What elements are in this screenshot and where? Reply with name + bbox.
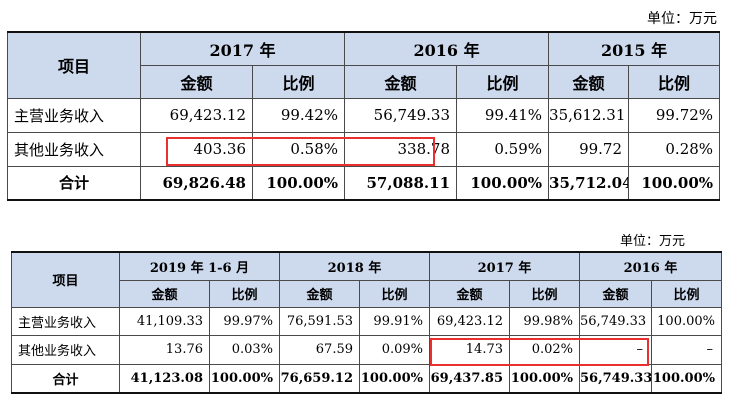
amount-cell: 56,749.33 <box>579 306 652 336</box>
unit-label-2: 单位：万元 <box>619 234 685 249</box>
amount-header: 金额 <box>279 279 360 308</box>
amount-cell: 13.76 <box>119 334 210 365</box>
year-header-2017: 2017 年 <box>429 251 580 281</box>
amount-cell: 338.78 <box>344 131 458 167</box>
ratio-cell: 0.09% <box>359 334 430 365</box>
row-label: 其他业务收入 <box>11 334 120 365</box>
ratio-header: 比例 <box>651 279 722 308</box>
ratio-cell: 99.41% <box>456 97 550 133</box>
amount-cell: 76,659.12 <box>279 363 360 394</box>
amount-cell: 403.36 <box>140 131 253 167</box>
amount-header: 金额 <box>579 279 652 308</box>
row-label: 合计 <box>7 165 141 201</box>
amount-header: 金额 <box>140 64 253 99</box>
item-header: 项目 <box>11 251 120 308</box>
revenue-table-2016-2019: 项目 2019 年 1-6 月 2018 年 2017 年 2016 年 金额 … <box>11 251 722 394</box>
ratio-cell: 99.97% <box>209 306 280 336</box>
table-row: 主营业务收入 69,423.12 99.42% 56,749.33 99.41%… <box>7 97 721 133</box>
amount-cell: 41,109.33 <box>119 306 210 336</box>
year-header-2018: 2018 年 <box>279 251 430 281</box>
amount-cell: 69,423.12 <box>140 97 253 133</box>
ratio-cell: 0.59% <box>456 131 550 167</box>
amount-cell: – <box>579 334 652 365</box>
row-label: 合计 <box>11 363 120 394</box>
ratio-cell: 0.28% <box>628 131 721 167</box>
amount-cell: 35,612.31 <box>548 97 630 133</box>
ratio-cell: 100.00% <box>651 306 722 336</box>
amount-cell: 41,123.08 <box>119 363 210 394</box>
ratio-cell: 100.00% <box>251 165 346 201</box>
ratio-cell: 99.42% <box>251 97 346 133</box>
year-header-2019h1: 2019 年 1-6 月 <box>119 251 280 281</box>
ratio-cell: 100.00% <box>359 363 430 394</box>
amount-cell: 35,712.04 <box>548 165 630 201</box>
ratio-cell: 100.00% <box>509 363 580 394</box>
table-row: 其他业务收入 403.36 0.58% 338.78 0.59% 99.72 0… <box>7 131 721 167</box>
ratio-header: 比例 <box>509 279 580 308</box>
ratio-cell: 99.98% <box>509 306 580 336</box>
ratio-cell: – <box>651 334 722 365</box>
ratio-header: 比例 <box>209 279 280 308</box>
amount-cell: 56,749.33 <box>579 363 652 394</box>
unit-label-1: 单位：万元 <box>647 11 717 27</box>
item-header: 项目 <box>7 31 141 99</box>
ratio-cell: 99.72% <box>628 97 721 133</box>
ratio-header: 比例 <box>456 64 550 99</box>
year-header-2016: 2016 年 <box>579 251 722 281</box>
total-row: 合计 41,123.08 100.00% 76,659.12 100.00% 6… <box>11 363 722 394</box>
amount-cell: 76,591.53 <box>279 306 360 336</box>
ratio-cell: 100.00% <box>651 363 722 394</box>
amount-cell: 67.59 <box>279 334 360 365</box>
amount-header: 金额 <box>429 279 510 308</box>
ratio-cell: 0.02% <box>509 334 580 365</box>
year-header-2017: 2017 年 <box>139 31 346 66</box>
year-header-2015: 2015 年 <box>548 31 721 66</box>
total-row: 合计 69,826.48 100.00% 57,088.11 100.00% 3… <box>7 165 721 201</box>
amount-cell: 69,437.85 <box>429 363 510 394</box>
amount-cell: 69,423.12 <box>429 306 510 336</box>
ratio-cell: 0.58% <box>251 131 346 167</box>
ratio-cell: 100.00% <box>456 165 550 201</box>
ratio-cell: 0.03% <box>209 334 280 365</box>
row-label: 主营业务收入 <box>11 306 120 336</box>
amount-cell: 57,088.11 <box>344 165 458 201</box>
ratio-header: 比例 <box>359 279 430 308</box>
amount-cell: 56,749.33 <box>344 97 458 133</box>
ratio-header: 比例 <box>251 64 346 99</box>
year-header-2016: 2016 年 <box>344 31 550 66</box>
amount-header: 金额 <box>344 64 458 99</box>
revenue-table-2015-2017: 项目 2017 年 2016 年 2015 年 金额 比例 金额 比例 金额 比… <box>7 31 721 201</box>
ratio-cell: 99.91% <box>359 306 430 336</box>
amount-header: 金额 <box>119 279 210 308</box>
table-row: 其他业务收入 13.76 0.03% 67.59 0.09% 14.73 0.0… <box>11 334 722 365</box>
amount-cell: 14.73 <box>429 334 510 365</box>
amount-cell: 69,826.48 <box>140 165 253 201</box>
amount-header: 金额 <box>548 64 630 99</box>
row-label: 主营业务收入 <box>7 97 141 133</box>
ratio-cell: 100.00% <box>628 165 721 201</box>
amount-cell: 99.72 <box>548 131 630 167</box>
table-row: 主营业务收入 41,109.33 99.97% 76,591.53 99.91%… <box>11 306 722 336</box>
row-label: 其他业务收入 <box>7 131 141 167</box>
ratio-header: 比例 <box>628 64 721 99</box>
ratio-cell: 100.00% <box>209 363 280 394</box>
